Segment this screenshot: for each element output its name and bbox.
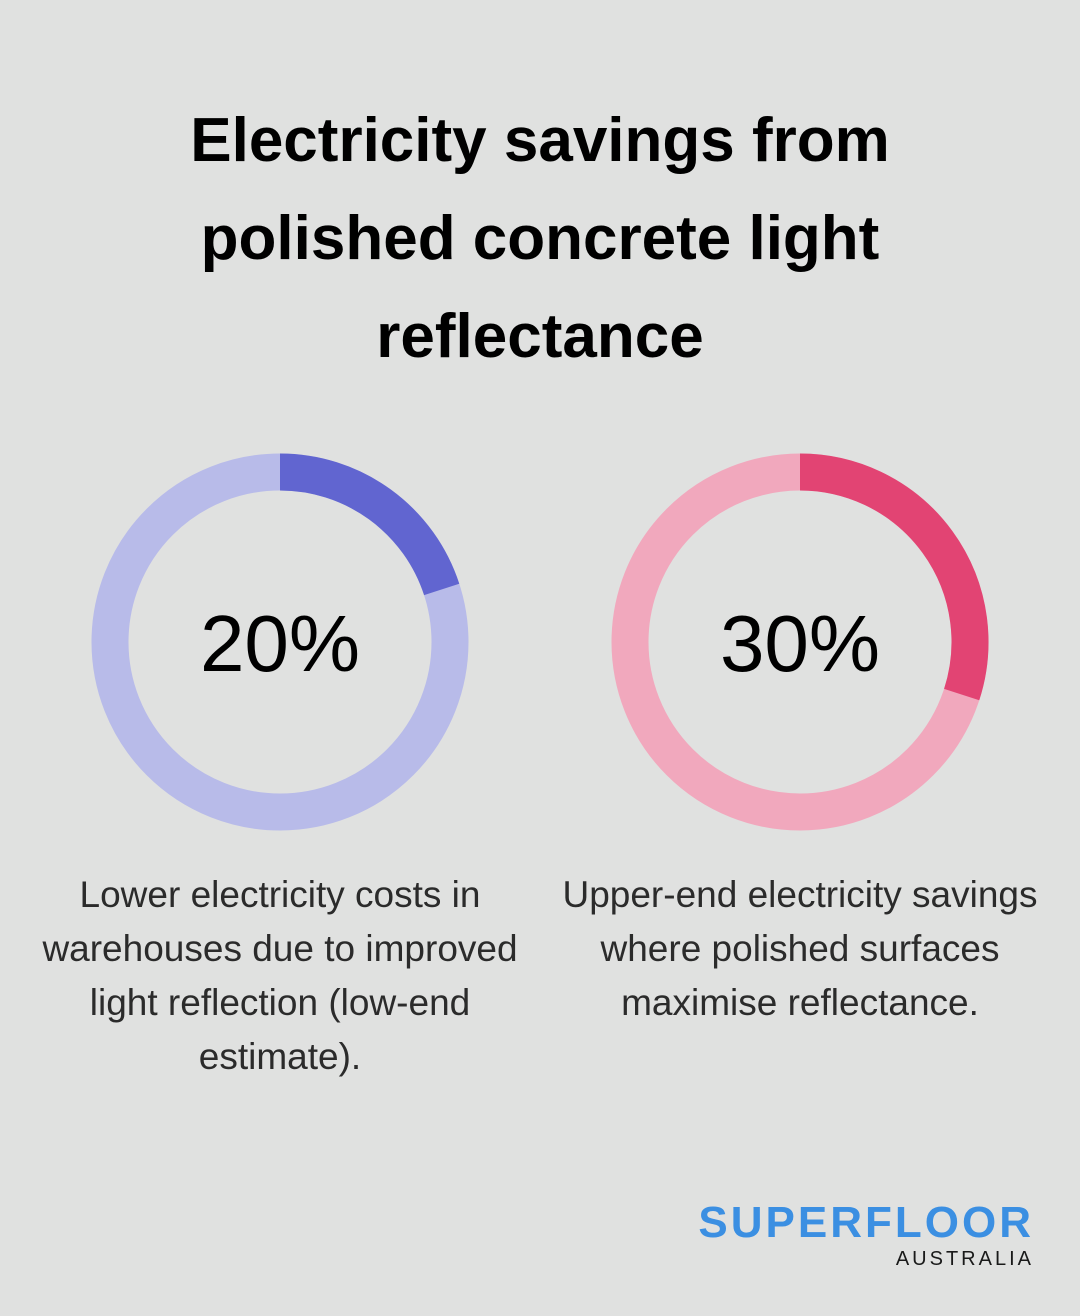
description: Upper-end electricity savings where poli…	[562, 874, 1038, 1023]
title: Electricity savings from polished concre…	[190, 106, 890, 371]
value-label: 20%	[200, 599, 360, 688]
value-label: 30%	[720, 599, 880, 688]
logo-name: SUPERFLOOR	[698, 1198, 1034, 1247]
donut-segment	[799, 453, 989, 701]
logo-tagline: AUSTRALIA	[895, 1248, 1034, 1270]
donut-segment	[279, 453, 460, 596]
logo: SUPERFLOOR AUSTRALIA	[698, 1200, 1034, 1272]
description: Lower electricity costs in warehouses du…	[42, 874, 518, 1077]
